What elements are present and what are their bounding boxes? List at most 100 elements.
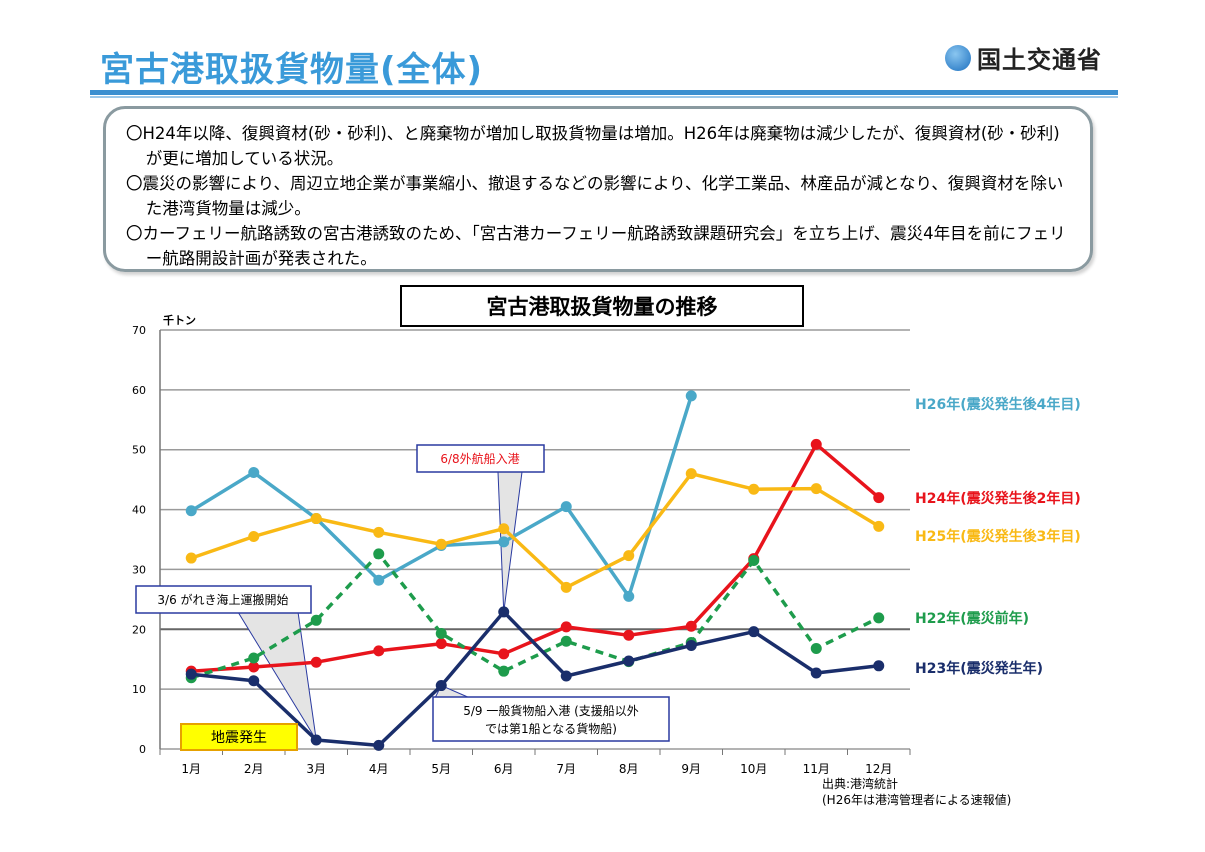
chart-title: 宮古港取扱貨物量の推移 (487, 295, 718, 319)
data-point (248, 466, 260, 478)
data-point (498, 665, 510, 677)
legend-label: H24年(震災発生後2年目) (915, 490, 1081, 507)
summary-bullet: 〇カーフェリー航路誘致の宮古港誘致のため、「宮古港カーフェリー航路誘致課題研究会… (126, 224, 1066, 268)
y-tick-label: 0 (139, 743, 146, 756)
y-axis-unit: 千トン (163, 313, 196, 327)
data-point (435, 638, 447, 650)
y-tick-label: 50 (132, 444, 146, 457)
data-point (560, 670, 572, 682)
x-tick-label: 11月 (803, 762, 830, 776)
x-tick-label: 9月 (681, 762, 701, 776)
data-point (685, 390, 697, 402)
chart-title-box (400, 285, 804, 327)
data-point (873, 520, 885, 532)
event-label: 地震発生 (211, 730, 267, 746)
series-line (190, 471, 880, 590)
data-point (810, 438, 822, 450)
data-point (185, 505, 197, 517)
summary-bullet: 〇震災の影響により、周辺立地企業が事業縮小、撤退するなどの影響により、化学工業品… (126, 174, 1064, 218)
series-line (190, 552, 880, 680)
source-line: (H26年は港湾管理者による速報値) (822, 793, 1012, 807)
callout-label: では第1船となる貨物船) (485, 721, 617, 736)
legend-label: H25年(震災発生後3年目) (915, 528, 1081, 545)
data-point (560, 635, 572, 647)
series-line (190, 395, 693, 599)
data-point (310, 513, 322, 525)
data-point (310, 614, 322, 626)
data-point (248, 531, 260, 543)
data-point (810, 483, 822, 495)
y-tick-label: 20 (132, 623, 146, 636)
callout-label: 3/6 がれき海上運搬開始 (157, 592, 288, 607)
data-point (623, 550, 635, 562)
data-point (248, 661, 260, 673)
x-tick-label: 7月 (556, 762, 576, 776)
data-point (248, 675, 260, 687)
legend-label: H26年(震災発生後4年目) (915, 396, 1081, 413)
data-point (435, 538, 447, 550)
data-point (623, 655, 635, 667)
x-tick-label: 8月 (619, 762, 639, 776)
x-tick-label: 12月 (865, 762, 892, 776)
x-tick-label: 6月 (494, 762, 514, 776)
source-line: 出典:港湾統計 (822, 777, 899, 791)
x-tick-label: 3月 (306, 762, 326, 776)
summary-bullet: 〇H24年以降、復興資材(砂・砂利)、と廃棄物が増加し取扱貨物量は増加。H26年… (126, 124, 1060, 168)
callout-pointer (237, 611, 317, 741)
data-point (373, 526, 385, 538)
data-point (498, 536, 510, 548)
y-tick-label: 10 (132, 683, 146, 696)
data-point (498, 523, 510, 535)
callout-box (416, 444, 545, 473)
data-point (560, 581, 572, 593)
data-point (435, 680, 447, 692)
data-point (498, 606, 510, 618)
x-tick-label: 5月 (431, 762, 451, 776)
data-point (185, 552, 197, 564)
callout-box (432, 696, 670, 742)
data-point (685, 639, 697, 651)
data-point (623, 590, 635, 602)
data-point (685, 468, 697, 480)
data-point (873, 612, 885, 624)
x-tick-label: 1月 (181, 762, 201, 776)
source-note: 出典:港湾統計 (H26年は港湾管理者による速報値) (822, 776, 1011, 808)
title-underline (90, 90, 1118, 95)
title-underline-light (90, 96, 1118, 98)
callout-box (135, 585, 312, 614)
y-tick-label: 30 (132, 563, 146, 576)
series-line (191, 610, 880, 748)
data-point (373, 645, 385, 657)
legend-label: H23年(震災発生年) (915, 660, 1043, 677)
page-title: 宮古港取扱貨物量(全体) (100, 50, 484, 90)
data-point (498, 648, 510, 660)
legend-label: H22年(震災前年) (915, 610, 1029, 627)
y-tick-label: 60 (132, 384, 146, 397)
data-point (185, 668, 197, 680)
data-point (810, 642, 822, 654)
data-point (560, 621, 572, 633)
x-tick-label: 10月 (740, 762, 767, 776)
data-point (248, 652, 260, 664)
series-line (191, 442, 880, 673)
x-tick-label: 4月 (369, 762, 389, 776)
event-label-box (180, 723, 298, 751)
callout-label: 6/8外航船入港 (440, 451, 519, 466)
mlit-logo-icon (945, 44, 971, 71)
data-point (685, 620, 697, 632)
data-point (873, 660, 885, 672)
ministry-logo: 国土交通省 (945, 40, 1102, 75)
data-point (560, 501, 572, 513)
data-point (748, 554, 760, 566)
data-point (810, 667, 822, 679)
y-tick-label: 40 (132, 504, 146, 517)
data-point (873, 492, 885, 504)
x-tick-label: 2月 (244, 762, 264, 776)
data-point (373, 739, 385, 751)
data-point (310, 656, 322, 668)
data-point (310, 734, 322, 746)
y-tick-label: 70 (132, 324, 146, 337)
summary-box: 〇H24年以降、復興資材(砂・砂利)、と廃棄物が増加し取扱貨物量は増加。H26年… (103, 106, 1093, 272)
data-point (748, 483, 760, 495)
